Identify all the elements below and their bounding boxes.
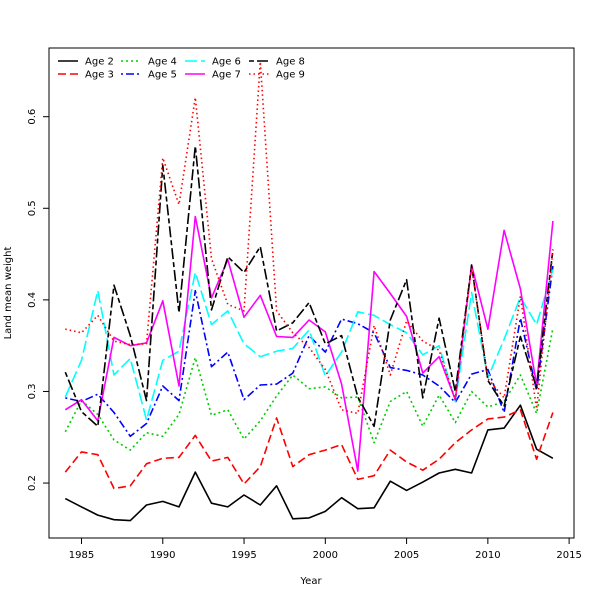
legend-label-age-9: Age 9 xyxy=(276,70,305,81)
y-axis: 0.2 0.3 0.4 0.5 0.6 xyxy=(27,109,49,491)
y-tick-label-0.3: 0.3 xyxy=(27,384,38,400)
series-line-age-3 xyxy=(64,408,554,490)
plot-frame xyxy=(48,47,575,539)
series-line-age-4 xyxy=(64,328,554,451)
y-axis-label: Land mean weight xyxy=(3,247,14,340)
y-tick-label-0.5: 0.5 xyxy=(27,200,38,216)
legend-label-age-8: Age 8 xyxy=(276,57,305,68)
x-tick-label-1995: 1995 xyxy=(231,550,256,561)
series-line-age-2 xyxy=(64,404,554,522)
x-tick-label-2015: 2015 xyxy=(556,550,581,561)
series-line-age-6 xyxy=(64,269,554,421)
x-tick-label-1985: 1985 xyxy=(69,550,94,561)
series-line-age-9 xyxy=(65,60,554,415)
series-layer xyxy=(64,60,554,522)
x-tick-label-1990: 1990 xyxy=(150,550,175,561)
series-line-age-5 xyxy=(65,265,554,438)
x-axis-label: Year xyxy=(299,576,322,587)
legend-label-age-7: Age 7 xyxy=(212,70,241,81)
y-tick-label-0.4: 0.4 xyxy=(27,292,38,308)
series-line-age-8 xyxy=(64,145,554,428)
legend-label-age-3: Age 3 xyxy=(85,70,114,81)
legend-label-age-6: Age 6 xyxy=(212,57,241,68)
x-tick-label-2010: 2010 xyxy=(475,550,500,561)
legend-label-age-2: Age 2 xyxy=(85,57,114,68)
legend-label-age-5: Age 5 xyxy=(148,70,177,81)
y-tick-label-0.2: 0.2 xyxy=(27,475,38,491)
y-tick-label-0.6: 0.6 xyxy=(27,109,38,125)
x-tick-label-2000: 2000 xyxy=(313,550,338,561)
x-tick-label-2005: 2005 xyxy=(394,550,419,561)
legend-label-age-4: Age 4 xyxy=(148,57,177,68)
x-axis: 1985 1990 1995 2000 2005 2010 2015 xyxy=(69,538,582,561)
legend: Age 2 Age 3 Age 4 Age 5 Age 6 Age 7 Age 8 Age 9 xyxy=(58,57,305,81)
